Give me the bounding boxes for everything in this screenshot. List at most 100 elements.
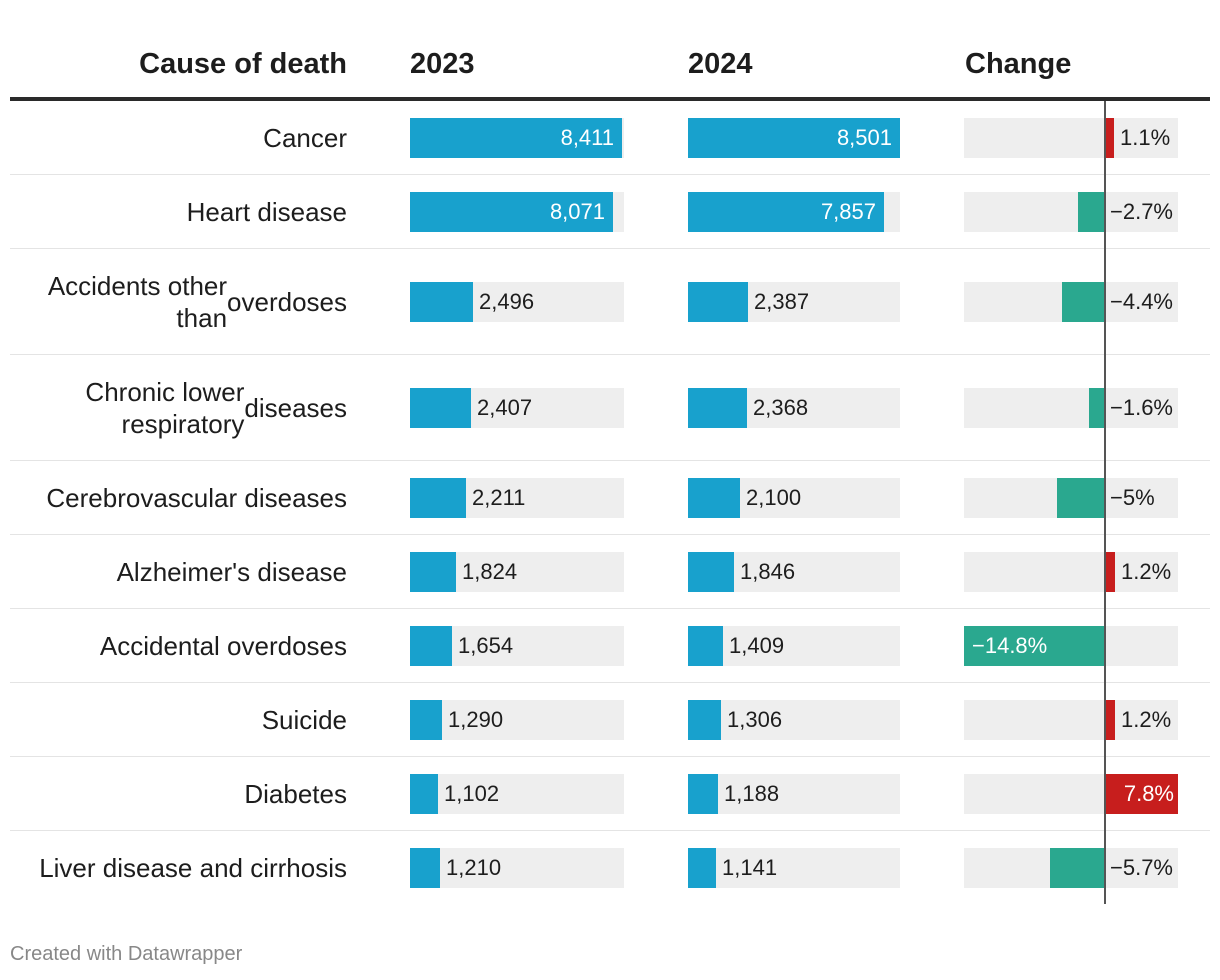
bar-2023	[410, 388, 471, 428]
row-separator	[10, 756, 1210, 757]
cause-label-line: Diabetes	[244, 779, 347, 809]
bar-2024	[688, 388, 747, 428]
cause-label: Suicide	[10, 683, 347, 757]
change-bar	[1089, 388, 1104, 428]
bar-2024	[688, 478, 740, 518]
change-label: −5%	[1110, 485, 1155, 510]
bar-2024-track: 1,188	[688, 774, 900, 814]
cause-label: Chronic lower respiratory diseases	[10, 355, 347, 461]
bar-2024-label: 2,368	[753, 395, 809, 420]
change-bar	[1078, 192, 1104, 232]
row-separator	[10, 460, 1210, 461]
bar-2023-label: 2,496	[479, 289, 535, 314]
bar-2023-track: 1,824	[410, 552, 624, 592]
bar-2024-track: 2,368	[688, 388, 900, 428]
header-change: Change	[965, 48, 1072, 80]
change-bar	[1104, 552, 1115, 592]
change-track: 7.8%	[964, 774, 1178, 814]
bar-2024-track: 2,387	[688, 282, 900, 322]
bar-2024-track: 2,100	[688, 478, 900, 518]
bar-2024-label: 1,188	[724, 781, 780, 806]
change-bar	[1062, 282, 1104, 322]
bar-2023-label: 2,211	[472, 485, 526, 510]
bar-2024	[688, 552, 734, 592]
cause-label-line: Heart disease	[186, 197, 347, 227]
change-label: 1.1%	[1120, 125, 1171, 150]
bar-2024-label: 2,100	[746, 485, 802, 510]
cause-label-line: Alzheimer's disease	[116, 557, 347, 587]
change-track: −4.4%	[964, 282, 1178, 322]
change-track: −5%	[964, 478, 1178, 518]
bar-2024-label: 8,501	[836, 125, 892, 150]
bar-2023-track: 1,290	[410, 700, 624, 740]
bar-2024	[688, 118, 900, 158]
table-row: Cerebrovascular diseases 2,211 2,100 −5%	[10, 461, 1210, 535]
cause-label: Accidents other than overdoses	[10, 249, 347, 355]
table-row: Diabetes 1,102 1,188 7.8%	[10, 757, 1210, 831]
change-label: −2.7%	[1110, 199, 1173, 224]
bar-2023	[410, 774, 438, 814]
bar-2023	[410, 626, 452, 666]
bar-2023	[410, 192, 613, 232]
bar-2023	[410, 478, 466, 518]
change-track: −5.7%	[964, 848, 1178, 888]
header-cause: Cause of death	[139, 48, 347, 80]
cause-label-line: Accidents other than	[47, 271, 228, 333]
change-label: 7.8%	[1123, 781, 1174, 806]
bar-2023	[410, 118, 622, 158]
table-row: Alzheimer's disease 1,824 1,846 1.2%	[10, 535, 1210, 609]
row-separator	[10, 682, 1210, 683]
bar-2023-label: 8,411	[560, 125, 614, 150]
header-rule	[10, 97, 1210, 101]
bar-2024	[688, 774, 718, 814]
bar-2023-track: 2,496	[410, 282, 624, 322]
bar-2024-track: 1,306	[688, 700, 900, 740]
row-separator	[10, 354, 1210, 355]
change-label: −14.8%	[972, 633, 1048, 658]
table-row: Suicide 1,290 1,306 1.2%	[10, 683, 1210, 757]
bar-2024-label: 1,846	[740, 559, 796, 584]
change-bar	[1057, 478, 1104, 518]
bar-2023-track: 1,654	[410, 626, 624, 666]
change-label: 1.2%	[1121, 707, 1172, 732]
cause-label-line: Liver disease and cirrhosis	[39, 853, 347, 883]
bar-2024	[688, 626, 723, 666]
change-track: −2.7%	[964, 192, 1178, 232]
bar-2024-label: 1,141	[722, 855, 778, 880]
cause-label-line: Cancer	[263, 123, 347, 153]
bar-2023-label: 1,824	[462, 559, 518, 584]
cause-label-line: Chronic lower respiratory	[85, 377, 245, 439]
change-label: −4.4%	[1110, 289, 1173, 314]
bar-2023	[410, 282, 473, 322]
table-row: Accidental overdoses 1,654 1,409 −14.8%	[10, 609, 1210, 683]
footer-credit: Created with Datawrapper	[10, 943, 243, 965]
row-separator	[10, 174, 1210, 175]
change-bar	[1104, 118, 1114, 158]
cause-label: Liver disease and cirrhosis	[10, 831, 347, 905]
bar-2024-track: 1,846	[688, 552, 900, 592]
bar-2023-label: 1,654	[458, 633, 514, 658]
row-separator	[10, 248, 1210, 249]
header-2023: 2023	[410, 48, 475, 80]
bar-2024-label: 1,409	[729, 633, 785, 658]
table-row: Chronic lower respiratory diseases 2,407 2,…	[10, 355, 1210, 461]
bar-2024	[688, 192, 884, 232]
bar-2024	[688, 700, 721, 740]
cause-label-line: Suicide	[261, 705, 347, 735]
change-label: −5.7%	[1110, 855, 1173, 880]
bar-2023-track: 1,102	[410, 774, 624, 814]
bar-2023-label: 1,290	[448, 707, 504, 732]
change-zero-line	[1104, 101, 1106, 904]
change-track: 1.2%	[964, 552, 1178, 592]
bar-2024-track: 8,501	[688, 118, 900, 158]
bar-2024-label: 1,306	[727, 707, 783, 732]
cause-label: Heart disease	[10, 175, 347, 249]
cause-label-line: Accidental overdoses	[99, 631, 347, 661]
bar-2023-label: 2,407	[477, 395, 533, 420]
cause-label: Cerebrovascular diseases	[10, 461, 347, 535]
table-row: Accidents other than overdoses 2,496 2,387 −…	[10, 249, 1210, 355]
bar-2024	[688, 848, 716, 888]
bar-2023-track: 2,407	[410, 388, 624, 428]
bar-2023	[410, 552, 456, 592]
bar-2023-label: 1,102	[444, 781, 500, 806]
